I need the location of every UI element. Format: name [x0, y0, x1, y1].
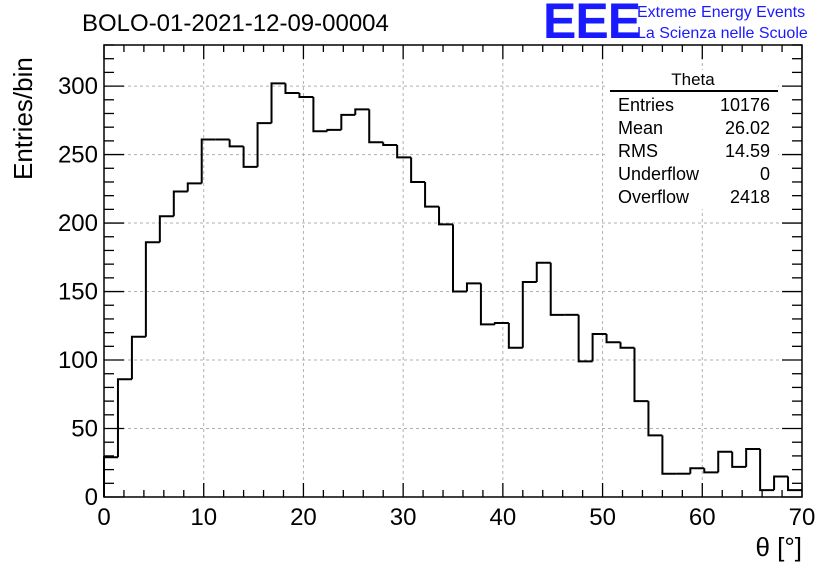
stats-value: 14.59	[724, 141, 770, 161]
histogram-bin	[535, 261, 551, 282]
y-tick-label: 150	[58, 279, 98, 306]
histogram-bin	[661, 435, 677, 475]
histogram-bin	[759, 449, 775, 492]
plot-frame	[103, 44, 803, 498]
stats-value: 0	[759, 164, 770, 184]
histogram-bin	[549, 262, 565, 316]
stats-box: Theta Entries 10176 Mean 26.02 RMS 14.59…	[608, 70, 778, 209]
histogram-bin	[689, 467, 705, 474]
stats-row-overflow: Overflow 2418	[608, 186, 778, 209]
stats-title: Theta	[671, 70, 715, 89]
y-tick-label: 250	[58, 142, 98, 169]
stats-row-rms: RMS 14.59	[608, 140, 778, 163]
x-tick-label: 60	[689, 504, 716, 531]
histogram-bin	[368, 109, 384, 144]
histogram-bin	[312, 97, 328, 133]
histogram-bin	[200, 138, 216, 184]
histogram-bin	[298, 92, 314, 99]
histogram-bin	[270, 82, 286, 124]
histogram-bin	[186, 182, 202, 192]
histogram-bin	[256, 122, 272, 167]
histogram-bin	[116, 378, 132, 458]
histogram-bin	[633, 347, 649, 403]
x-tick-label: 30	[390, 504, 417, 531]
x-tick-label: 0	[97, 504, 110, 531]
histogram-bin	[465, 282, 481, 292]
histogram-bin	[452, 224, 467, 293]
axis-ticks	[103, 44, 803, 498]
histogram-bin	[493, 322, 509, 325]
histogram-bin	[647, 401, 663, 437]
histogram-bin	[103, 456, 118, 497]
histogram-bin	[228, 139, 244, 148]
axis-tick-labels: 0 10 20 30 40 50 60 70 0 50 100 150 200 250 300	[58, 73, 815, 531]
histogram-bin	[479, 283, 495, 326]
stats-row-mean: Mean 26.02	[608, 117, 778, 140]
histogram-bin	[284, 83, 300, 94]
histogram-bin	[382, 142, 398, 146]
y-tick-label: 0	[85, 484, 98, 511]
histogram-bin	[410, 157, 426, 183]
histogram-bin	[591, 333, 607, 362]
stats-label: Overflow	[618, 187, 690, 207]
histogram-series	[103, 82, 802, 497]
x-tick-label: 40	[490, 504, 517, 531]
eee-logo-mark: EEE	[543, 0, 641, 49]
histogram-bin	[773, 475, 789, 491]
logo-line-1: Extreme Energy Events	[637, 4, 806, 21]
y-tick-label: 100	[58, 347, 98, 374]
histogram-bin	[577, 314, 593, 363]
stats-row-entries: Entries 10176	[608, 94, 778, 117]
stats-row-underflow: Underflow 0	[608, 163, 778, 186]
histogram-bin	[605, 334, 621, 344]
histogram-bin	[144, 241, 160, 337]
histogram-bin	[326, 128, 342, 132]
stats-divider	[610, 90, 778, 92]
histogram-bin	[242, 146, 258, 168]
stats-label: RMS	[618, 141, 658, 161]
histogram-bin	[731, 451, 747, 468]
y-tick-label: 300	[58, 73, 98, 100]
stats-label: Underflow	[618, 164, 700, 184]
y-tick-label: 50	[71, 416, 98, 443]
histogram-bin	[396, 144, 412, 159]
x-tick-label: 70	[789, 504, 816, 531]
logo-line-2: La Scienza nelle Scuole	[637, 25, 808, 42]
histogram-bin	[158, 215, 174, 243]
x-tick-label: 10	[190, 504, 217, 531]
x-tick-label: 20	[290, 504, 317, 531]
histogram-bin	[745, 448, 761, 467]
x-tick-label: 50	[589, 504, 616, 531]
histogram-bin	[521, 280, 537, 348]
stats-value: 10176	[719, 95, 770, 115]
eee-logo: EEE Extreme Energy Events La Scienza nel…	[543, 0, 833, 49]
x-axis-label: θ [°]	[755, 532, 802, 562]
histogram-bin	[717, 450, 733, 473]
histogram-bin	[619, 342, 635, 349]
stats-value: 2418	[729, 187, 770, 207]
stats-label: Mean	[618, 118, 664, 138]
stats-label: Entries	[618, 95, 675, 115]
histogram-bin	[438, 206, 453, 226]
y-tick-label: 200	[58, 210, 98, 237]
stats-value: 26.02	[724, 118, 770, 138]
y-axis-label: Entries/bin	[8, 57, 38, 180]
histogram-bin	[703, 468, 719, 474]
histogram-bin	[424, 181, 440, 208]
histogram-bin	[787, 476, 802, 492]
histogram-bin	[172, 190, 188, 217]
histogram-bin	[130, 335, 146, 380]
histogram-bin	[507, 323, 523, 349]
run-title: BOLO-01-2021-12-09-00004	[82, 10, 389, 37]
histogram-bin	[354, 108, 370, 115]
histogram-bin	[340, 113, 356, 130]
